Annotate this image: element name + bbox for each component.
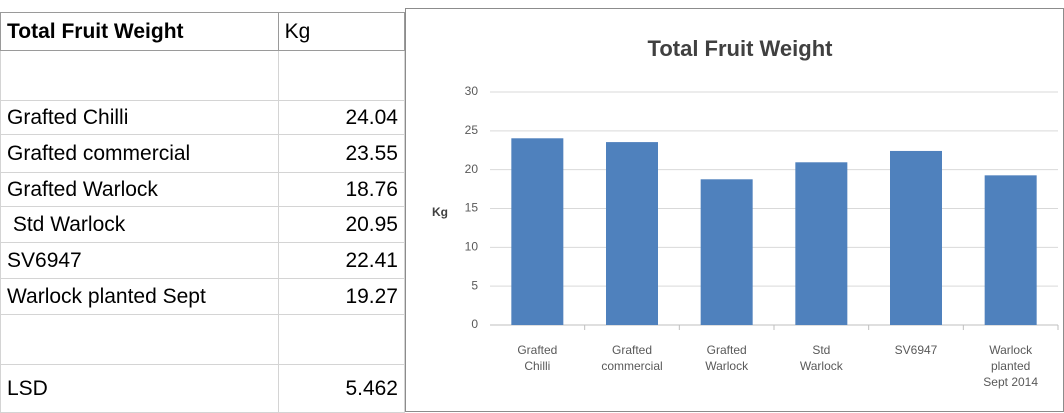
table-cell	[0, 50, 279, 101]
bar	[511, 138, 564, 325]
table-cell: Grafted Chilli	[0, 100, 279, 135]
table-cell	[277, 314, 406, 365]
data-table: Total Fruit Weight Kg Grafted Chilli 24.04 G…	[0, 12, 406, 413]
y-tick-label: 15	[465, 201, 479, 215]
table-cell: Kg	[277, 12, 406, 51]
table-row: LSD 5.462	[0, 364, 406, 413]
x-tick-label: Grafted Chilli	[517, 343, 557, 373]
y-tick-label: 10	[465, 240, 479, 254]
table-cell: 5.462	[277, 364, 406, 413]
y-tick-label: 5	[471, 278, 478, 292]
table-cell	[0, 314, 279, 365]
table-cell: SV6947	[0, 242, 279, 279]
y-tick-label: 20	[465, 162, 479, 176]
table-row: Grafted Chilli 24.04	[0, 100, 406, 135]
x-tick-label: SV6947	[895, 343, 938, 357]
chart: Total Fruit Weight Kg 0 5 10 15 20 25 30 Grafte…	[405, 8, 1064, 412]
table-cell: Std Warlock	[0, 206, 279, 243]
y-tick-label: 30	[465, 84, 479, 98]
table-cell: 23.55	[277, 134, 406, 173]
table-cell: 22.41	[277, 242, 406, 279]
table-row: Warlock planted Sept 19.27	[0, 278, 406, 315]
table-row: SV6947 22.41	[0, 242, 406, 279]
table-row	[0, 314, 406, 365]
table-cell	[277, 50, 406, 101]
x-tick-label: Grafted commercial	[601, 343, 662, 373]
y-axis-label: Kg	[432, 205, 448, 219]
bar	[890, 150, 942, 325]
table-row: Std Warlock 20.95	[0, 206, 406, 243]
table-row	[0, 50, 406, 101]
table-row: Total Fruit Weight Kg	[0, 12, 406, 51]
table-row: Grafted commercial 23.55	[0, 134, 406, 173]
y-tick-label: 0	[471, 317, 478, 331]
bar	[700, 179, 753, 325]
bar	[984, 175, 1037, 325]
table-cell: 24.04	[277, 100, 406, 135]
bar	[606, 142, 658, 325]
chart-title: Total Fruit Weight	[648, 36, 834, 61]
table-cell: Grafted commercial	[0, 134, 279, 173]
x-tick-label: Grafted Warlock	[705, 343, 749, 373]
table-cell: 18.76	[277, 172, 406, 207]
table-cell: Grafted Warlock	[0, 172, 279, 207]
table-row: Grafted Warlock 18.76	[0, 172, 406, 207]
table-cell: Total Fruit Weight	[0, 12, 279, 51]
table-cell: 20.95	[277, 206, 406, 243]
table-cell: LSD	[0, 364, 279, 413]
table-cell: Warlock planted Sept	[0, 278, 279, 315]
x-tick-label: Warlock planted Sept 2014	[983, 343, 1038, 389]
bar	[795, 162, 848, 325]
y-tick-label: 25	[465, 123, 479, 137]
table-cell: 19.27	[277, 278, 406, 315]
x-tick-label: Std Warlock	[800, 343, 844, 373]
